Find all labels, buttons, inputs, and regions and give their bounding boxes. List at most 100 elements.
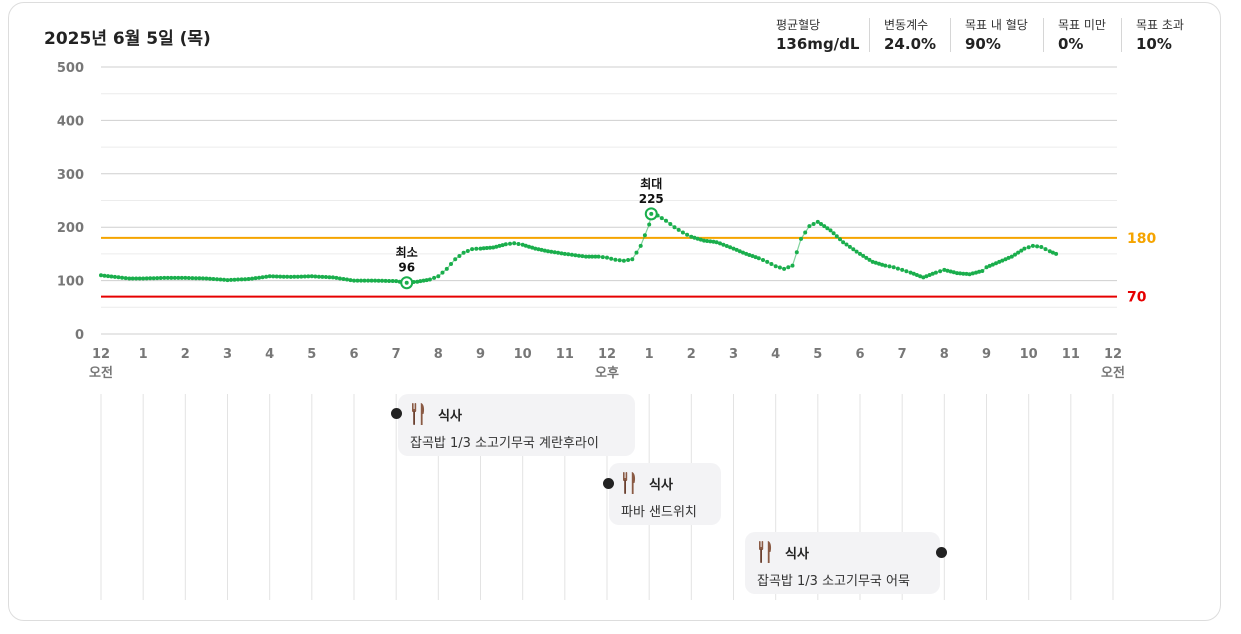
glucose-point (596, 254, 601, 259)
glucose-point (330, 275, 335, 280)
glucose-point (948, 269, 953, 274)
glucose-point (225, 278, 230, 283)
meal-timeline-dot[interactable] (603, 478, 614, 489)
glucose-point (190, 276, 195, 281)
glucose-point (250, 276, 255, 281)
x-tick-label: 11 (556, 347, 574, 362)
glucose-point (1050, 250, 1055, 255)
x-tick-label: 2 (687, 347, 696, 362)
meal-header: 식사 (410, 403, 623, 425)
glucose-point (109, 274, 114, 279)
stat-time-above-range: 목표 초과 10% (1136, 16, 1184, 56)
glucose-point (474, 246, 479, 251)
glucose-point (930, 271, 935, 276)
y-tick-label: 400 (57, 114, 84, 129)
glucose-point (200, 276, 205, 281)
x-tick-label: 7 (898, 347, 907, 362)
glucose-point (556, 250, 561, 255)
glucose-point (761, 258, 765, 262)
fork-knife-icon (623, 472, 636, 494)
max-value: 225 (639, 192, 664, 206)
glucose-point (990, 262, 995, 267)
glucose-point (1043, 247, 1048, 252)
y-tick-label: 0 (75, 328, 84, 343)
glucose-point (465, 249, 470, 253)
meal-header: 식사 (621, 472, 709, 494)
glucose-point (418, 279, 423, 284)
meal-card[interactable]: 식사 파바 샌드위치 (609, 463, 721, 525)
glucose-point (222, 277, 226, 282)
ampm-label: 오후 (595, 365, 619, 381)
glucose-point (1019, 248, 1024, 253)
glucose-point (302, 274, 307, 279)
glucose-point (576, 253, 581, 258)
glucose-point (708, 239, 713, 244)
glucose-point (155, 276, 160, 281)
glucose-point (355, 278, 360, 283)
glucose-point (390, 279, 395, 283)
glucose-point (421, 278, 426, 283)
glucose-point (539, 247, 544, 252)
meal-card[interactable]: 식사 잡곡밥 1/3 소고기무국 어묵 (745, 532, 940, 594)
glucose-point (883, 263, 888, 268)
glucose-point (621, 258, 626, 263)
glucose-point (169, 275, 174, 280)
glucose-point (500, 243, 505, 248)
glucose-point (1026, 245, 1031, 250)
x-tick-label: 1 (645, 347, 654, 362)
glucose-point (151, 276, 156, 281)
glucose-point (453, 257, 458, 262)
glucose-point (165, 275, 170, 280)
glucose-point (292, 274, 297, 279)
meal-header: 식사 (757, 541, 928, 563)
meal-card[interactable]: 식사 잡곡밥 1/3 소고기무국 계란후라이 (398, 394, 635, 456)
glucose-point (825, 226, 830, 231)
glucose-point (580, 254, 585, 259)
glucose-point (380, 278, 385, 283)
glucose-point (705, 239, 710, 243)
glucose-point (765, 259, 770, 264)
glucose-point (1030, 243, 1035, 248)
glucose-point (246, 277, 251, 281)
stat-label: 목표 미만 (1058, 18, 1106, 32)
glucose-point (1039, 245, 1044, 249)
glucose-point (457, 254, 462, 258)
glucose-point (861, 253, 866, 258)
glucose-point (819, 222, 823, 226)
glucose-point (229, 277, 233, 282)
meal-timeline-dot[interactable] (391, 408, 402, 419)
ampm-label: 오전 (89, 365, 113, 381)
glucose-point (647, 222, 652, 227)
glucose-point (285, 274, 290, 279)
glucose-point (484, 246, 489, 250)
glucose-point (834, 234, 839, 239)
glucose-point (741, 250, 745, 255)
glucose-point (383, 278, 388, 283)
y-tick-label: 100 (57, 275, 84, 290)
stat-value: 10% (1136, 35, 1172, 53)
glucose-point (207, 276, 212, 281)
glucose-point (724, 244, 729, 248)
glucose-point (278, 274, 283, 279)
glucose-point (559, 251, 564, 256)
glucose-point (659, 216, 664, 221)
meal-timeline-dot[interactable] (936, 547, 947, 558)
x-tick-label: 6 (855, 347, 864, 362)
glucose-point (811, 222, 816, 226)
glucose-point (880, 262, 885, 267)
reference-line-label: 180 (1127, 231, 1156, 247)
glucose-point (828, 228, 833, 233)
glucose-point (851, 247, 856, 252)
glucose-point (900, 267, 905, 272)
glucose-point (366, 278, 371, 283)
glucose-point (193, 276, 198, 281)
stat-divider (869, 18, 870, 52)
glucose-point (750, 254, 755, 258)
glucose-point (172, 275, 177, 280)
glucose-point (914, 273, 919, 277)
x-tick-label: 12 (92, 347, 110, 362)
glucose-point (373, 278, 378, 283)
glucose-point (927, 273, 932, 277)
meal-title: 식사 (649, 477, 673, 493)
glucose-point (232, 277, 237, 282)
